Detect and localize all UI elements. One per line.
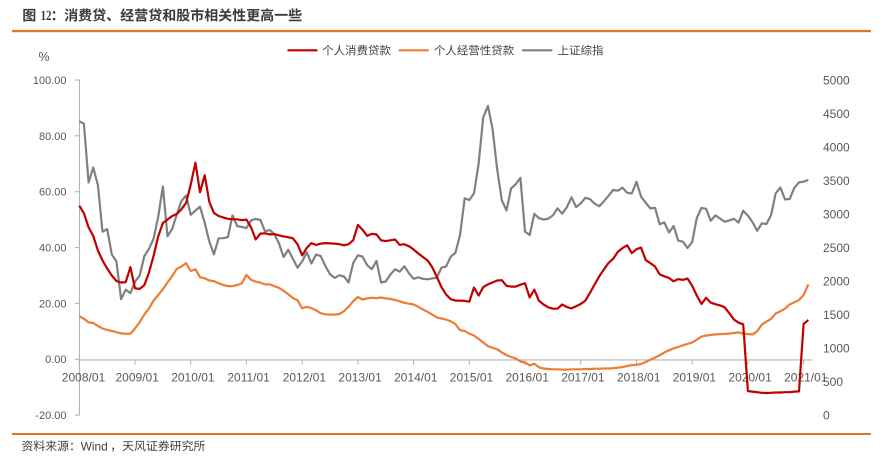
svg-text:4000: 4000 <box>823 140 850 154</box>
svg-text:2500: 2500 <box>823 241 850 255</box>
svg-text:2021/01: 2021/01 <box>784 371 828 385</box>
svg-text:2000: 2000 <box>823 274 850 288</box>
svg-text:2020/01: 2020/01 <box>728 371 772 385</box>
svg-text:20.00: 20.00 <box>39 298 67 310</box>
svg-text:2009/01: 2009/01 <box>116 371 160 385</box>
svg-text:2012/01: 2012/01 <box>283 371 327 385</box>
svg-text:2010/01: 2010/01 <box>171 371 215 385</box>
svg-text:2018/01: 2018/01 <box>617 371 661 385</box>
svg-text:2011/01: 2011/01 <box>227 371 270 385</box>
svg-text:3500: 3500 <box>823 174 850 188</box>
svg-text:0.00: 0.00 <box>45 354 66 366</box>
svg-text:500: 500 <box>823 375 843 389</box>
svg-text:60.00: 60.00 <box>39 187 67 199</box>
svg-text:4500: 4500 <box>823 107 850 121</box>
svg-text:%: % <box>39 50 50 64</box>
svg-text:2017/01: 2017/01 <box>561 371 605 385</box>
svg-text:1000: 1000 <box>823 341 850 355</box>
svg-text:2015/01: 2015/01 <box>450 371 494 385</box>
svg-text:0: 0 <box>823 408 830 422</box>
svg-text:2016/01: 2016/01 <box>506 371 550 385</box>
svg-text:5000: 5000 <box>823 73 850 87</box>
svg-text:2014/01: 2014/01 <box>394 371 438 385</box>
svg-text:Wind: Wind <box>81 439 108 453</box>
svg-text:2019/01: 2019/01 <box>673 371 717 385</box>
svg-text:100.00: 100.00 <box>33 75 67 87</box>
svg-text:1500: 1500 <box>823 308 850 322</box>
svg-text:2013/01: 2013/01 <box>338 371 382 385</box>
svg-text:2008/01: 2008/01 <box>62 371 106 385</box>
svg-text:-20.00: -20.00 <box>35 410 66 422</box>
svg-text:40.00: 40.00 <box>39 243 67 255</box>
svg-text:3000: 3000 <box>823 207 850 221</box>
svg-text:80.00: 80.00 <box>39 131 67 143</box>
